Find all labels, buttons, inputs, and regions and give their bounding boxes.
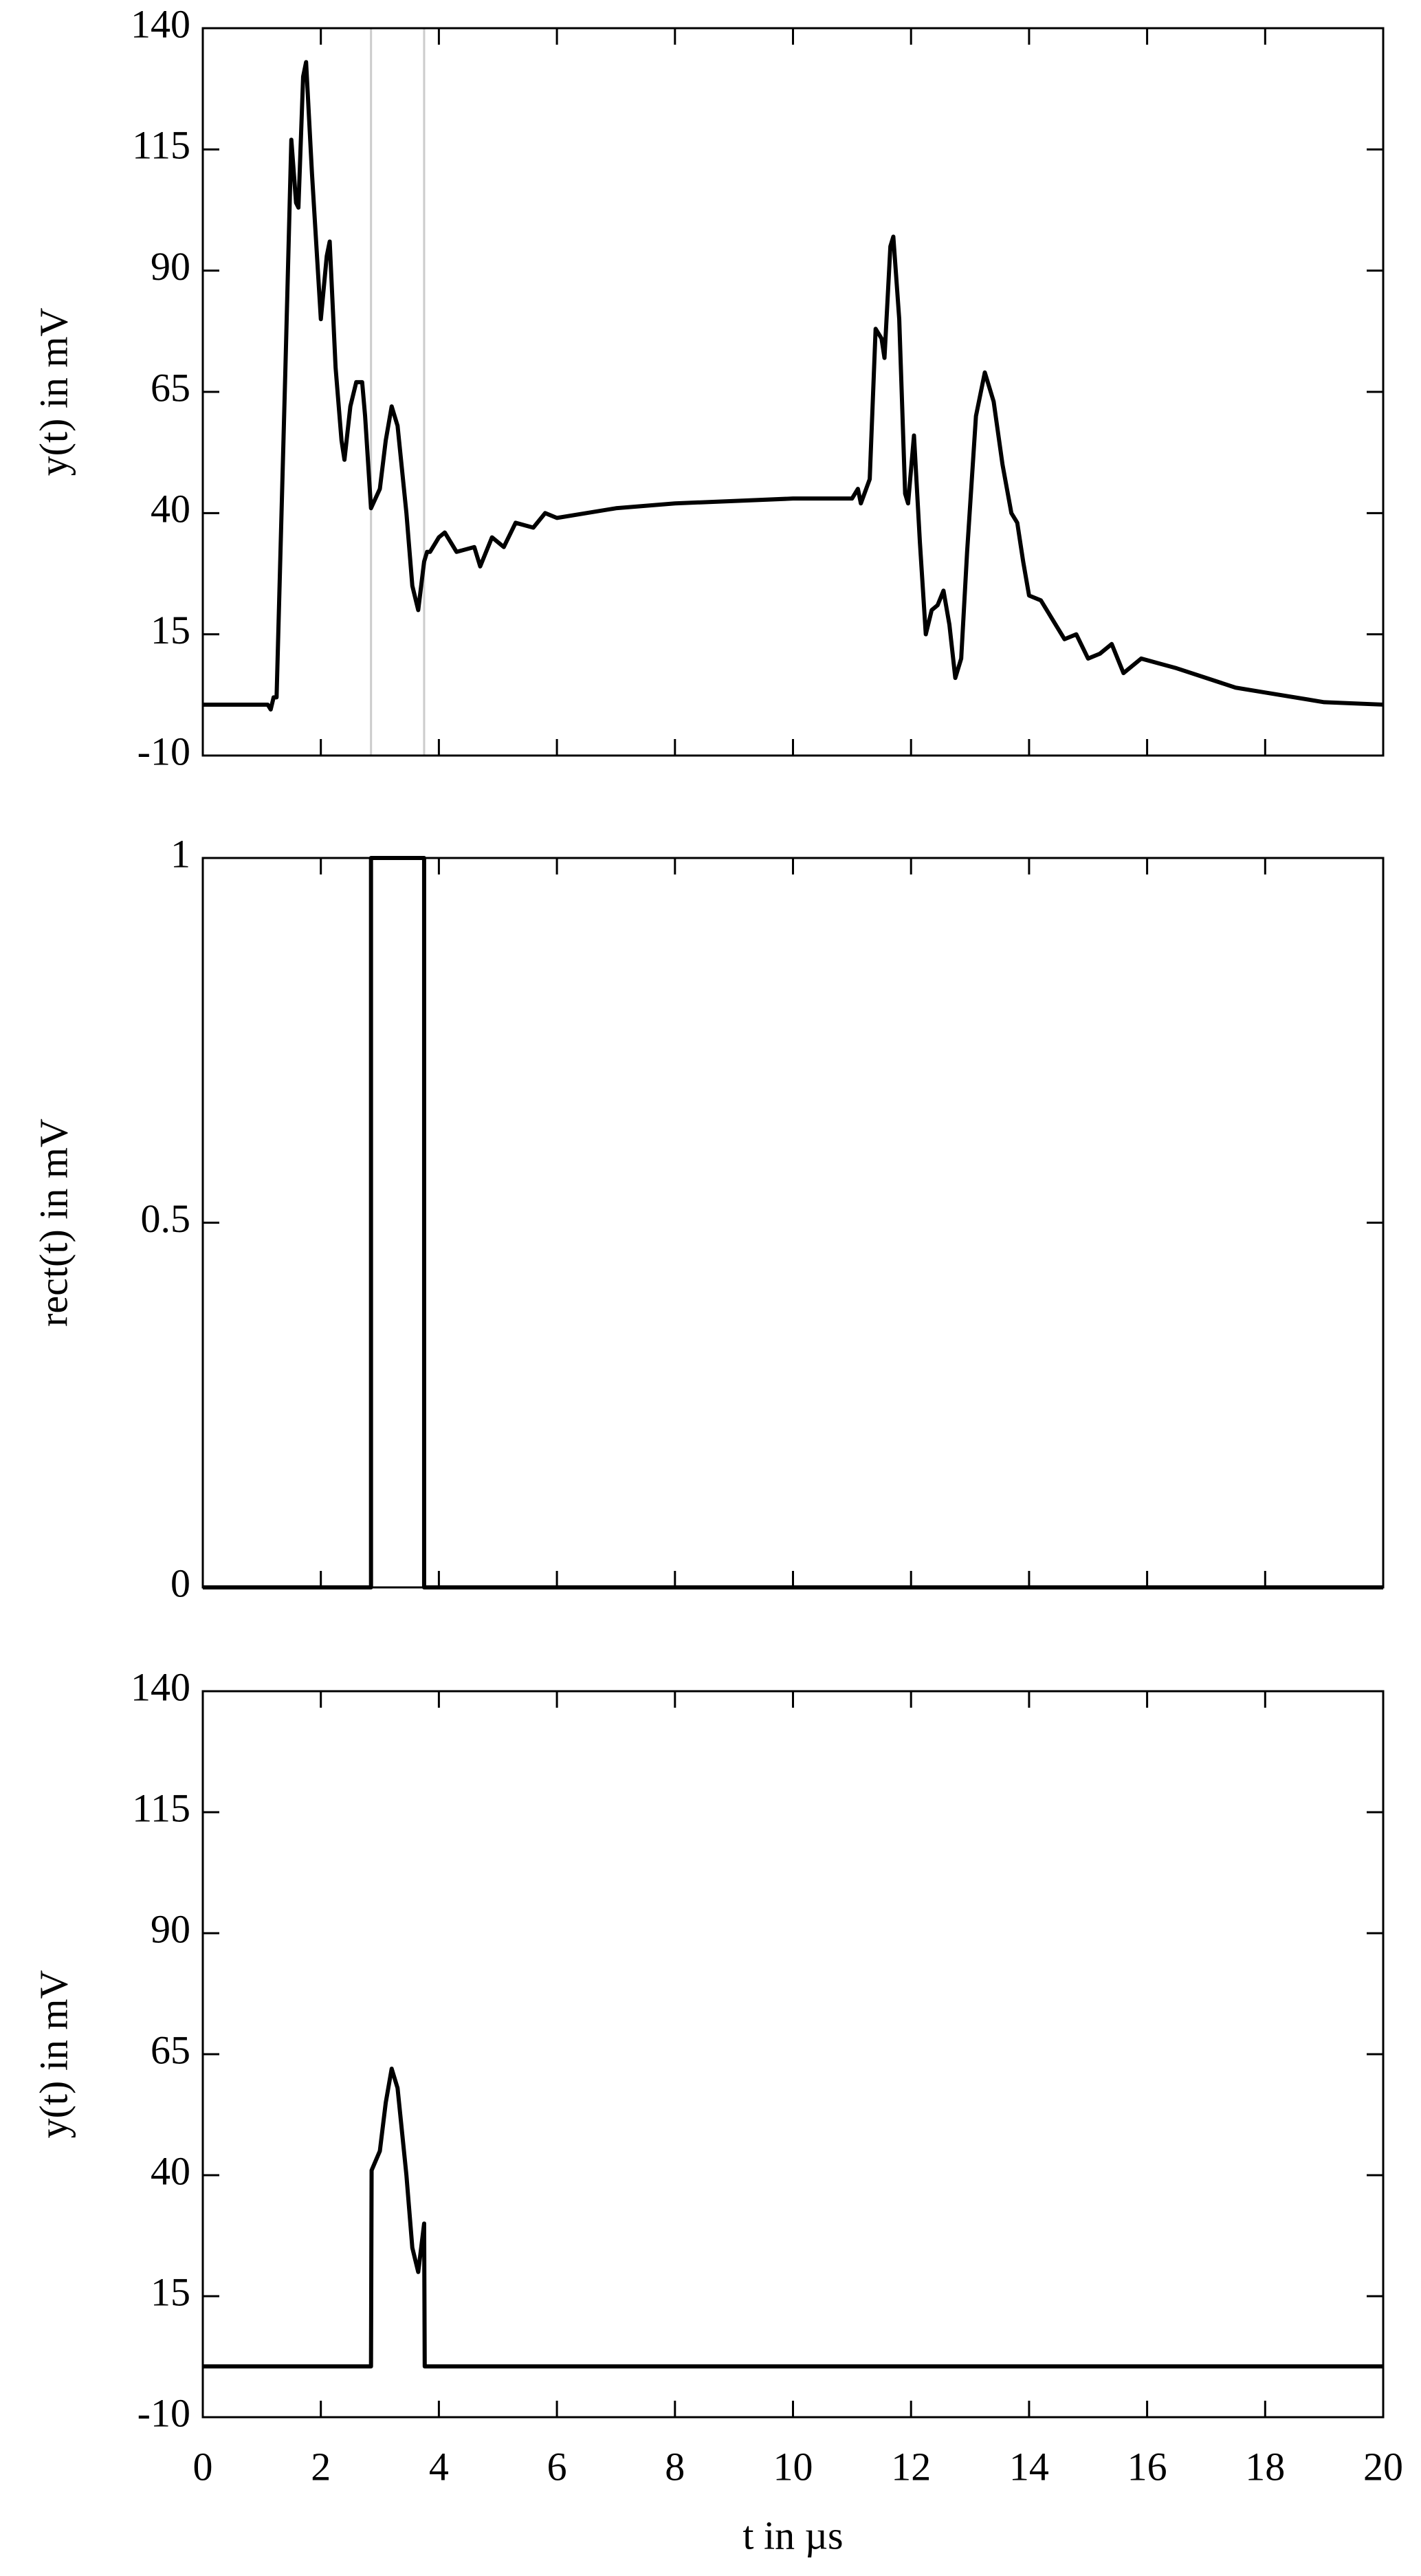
y-tick-label: 65 (151, 365, 190, 410)
y-tick-label: 40 (151, 487, 190, 531)
y-tick-label: -10 (137, 2390, 190, 2435)
x-tick-label: 0 (193, 2444, 213, 2489)
y-tick-label: 90 (151, 1906, 190, 1951)
x-axis-label: t in µs (742, 2513, 843, 2557)
x-tick-label: 16 (1127, 2444, 1167, 2489)
x-tick-label: 18 (1245, 2444, 1285, 2489)
y-tick-label: 1 (170, 831, 190, 876)
y-tick-label: 40 (151, 2148, 190, 2193)
y-tick-label: 0.5 (141, 1196, 191, 1241)
x-tick-label: 4 (429, 2444, 449, 2489)
y-axis-label: rect(t) in mV (31, 1119, 76, 1327)
plot-frame (201, 1690, 1385, 2419)
signal-line (203, 2067, 1383, 2369)
y-tick-label: 65 (151, 2027, 190, 2072)
y-tick-label: 115 (132, 123, 190, 168)
plot-frame (201, 857, 1385, 1589)
y-tick-label: 15 (151, 2269, 190, 2314)
x-tick-label: 14 (1009, 2444, 1049, 2489)
x-tick-label: 12 (891, 2444, 931, 2489)
y-tick-label: 90 (151, 244, 190, 289)
x-tick-label: 8 (665, 2444, 685, 2489)
y-tick-label: 15 (151, 608, 190, 652)
x-tick-label: 6 (547, 2444, 567, 2489)
plot-frame (201, 27, 1385, 757)
y-tick-label: 140 (131, 1664, 190, 1709)
y-tick-label: -10 (137, 729, 190, 773)
x-tick-label: 2 (311, 2444, 331, 2489)
y-axis-label: y(t) in mV (31, 1970, 76, 2138)
y-tick-label: 0 (170, 1561, 190, 1605)
x-tick-label: 10 (773, 2444, 813, 2489)
signal-line (203, 856, 1383, 1589)
y-tick-label: 140 (131, 1, 190, 46)
y-axis-label: y(t) in mV (31, 307, 76, 476)
y-tick-label: 115 (132, 1785, 190, 1830)
x-tick-label: 20 (1363, 2444, 1403, 2489)
signal-line (203, 60, 1384, 712)
